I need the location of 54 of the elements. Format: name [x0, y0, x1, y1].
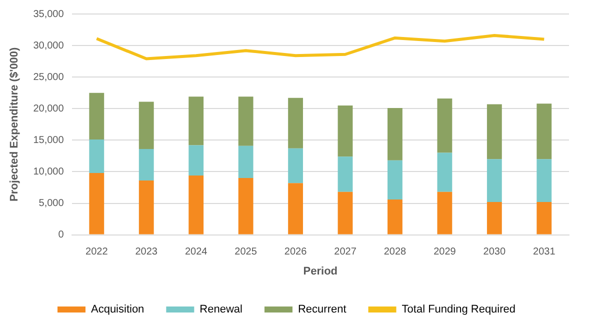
bar: [388, 108, 402, 160]
bar: [486, 202, 502, 234]
bar: [89, 140, 104, 173]
bar: [188, 96, 204, 146]
bar: [138, 149, 154, 181]
legend-label: Renewal: [200, 304, 242, 316]
legend-label: Recurrent: [298, 304, 346, 316]
y-tick-label: 30,000: [33, 40, 64, 52]
bar: [388, 160, 402, 200]
bar: [89, 92, 104, 140]
bar: [437, 152, 452, 192]
bar: [89, 172, 104, 234]
y-tick-label: 5,000: [38, 198, 64, 210]
bar: [536, 159, 552, 202]
y-axis-title: Projected Expenditure ($'000): [8, 46, 21, 202]
bar: [486, 104, 502, 160]
bar: [288, 148, 303, 184]
bar: [536, 104, 552, 160]
y-tick-label: 15,000: [33, 134, 64, 146]
bar: [388, 199, 402, 234]
x-tick-label: 2027: [334, 246, 357, 258]
bar: [238, 178, 254, 234]
bar: [437, 192, 452, 234]
x-tick-label: 2031: [533, 246, 556, 258]
y-tick-label: 20,000: [33, 103, 64, 114]
legend-label: Acquisition: [90, 304, 144, 316]
x-tick-label: 2026: [284, 246, 308, 258]
y-tick-label: 25,000: [33, 72, 64, 83]
y-tick-label: 35,000: [33, 8, 64, 20]
y-tick-label: 10,000: [33, 166, 64, 178]
bar: [338, 105, 353, 157]
bar: [288, 98, 303, 148]
bar: [288, 183, 303, 234]
bar: [138, 102, 154, 150]
legend-label: Total Funding Required: [402, 304, 516, 316]
bar: [238, 146, 254, 178]
x-tick-label: 2024: [184, 246, 208, 258]
x-tick-label: 2028: [384, 246, 407, 258]
bar: [238, 96, 254, 146]
x-tick-label: 2022: [86, 246, 108, 258]
x-tick-label: 2030: [483, 246, 506, 258]
bar: [437, 98, 452, 153]
bar: [188, 145, 204, 176]
y-tick-label: 0: [58, 230, 64, 241]
x-tick-label: 2029: [434, 246, 456, 258]
bar: [138, 180, 154, 234]
bar: [338, 156, 353, 192]
x-axis-title: Period: [303, 265, 338, 278]
x-tick-label: 2025: [234, 246, 258, 258]
bar: [338, 192, 353, 234]
bar: [536, 202, 552, 234]
bar: [188, 176, 204, 234]
bar: [486, 159, 502, 202]
x-tick-label: 2023: [135, 246, 158, 258]
